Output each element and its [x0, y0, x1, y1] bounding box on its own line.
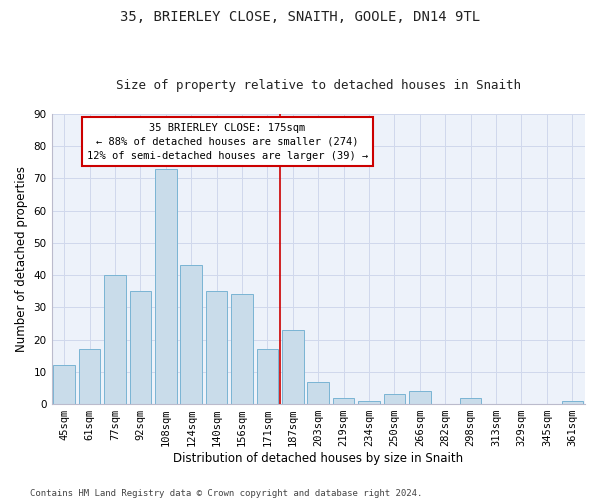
Bar	[282, 330, 304, 404]
Text: 35, BRIERLEY CLOSE, SNAITH, GOOLE, DN14 9TL: 35, BRIERLEY CLOSE, SNAITH, GOOLE, DN14 …	[120, 10, 480, 24]
Bar	[130, 292, 151, 404]
Bar	[231, 294, 253, 404]
Bar	[206, 292, 227, 404]
Bar	[358, 401, 380, 404]
Bar	[53, 366, 75, 404]
Bar	[460, 398, 481, 404]
Bar	[155, 169, 176, 404]
Title: Size of property relative to detached houses in Snaith: Size of property relative to detached ho…	[116, 79, 521, 92]
Bar	[104, 275, 126, 404]
X-axis label: Distribution of detached houses by size in Snaith: Distribution of detached houses by size …	[173, 452, 463, 465]
Text: 35 BRIERLEY CLOSE: 175sqm
← 88% of detached houses are smaller (274)
12% of semi: 35 BRIERLEY CLOSE: 175sqm ← 88% of detac…	[87, 122, 368, 160]
Text: Contains HM Land Registry data © Crown copyright and database right 2024.: Contains HM Land Registry data © Crown c…	[30, 488, 422, 498]
Bar	[409, 391, 431, 404]
Bar	[79, 350, 100, 404]
Bar	[307, 382, 329, 404]
Y-axis label: Number of detached properties: Number of detached properties	[15, 166, 28, 352]
Bar	[383, 394, 405, 404]
Bar	[257, 350, 278, 404]
Bar	[181, 266, 202, 404]
Bar	[562, 401, 583, 404]
Bar	[333, 398, 355, 404]
